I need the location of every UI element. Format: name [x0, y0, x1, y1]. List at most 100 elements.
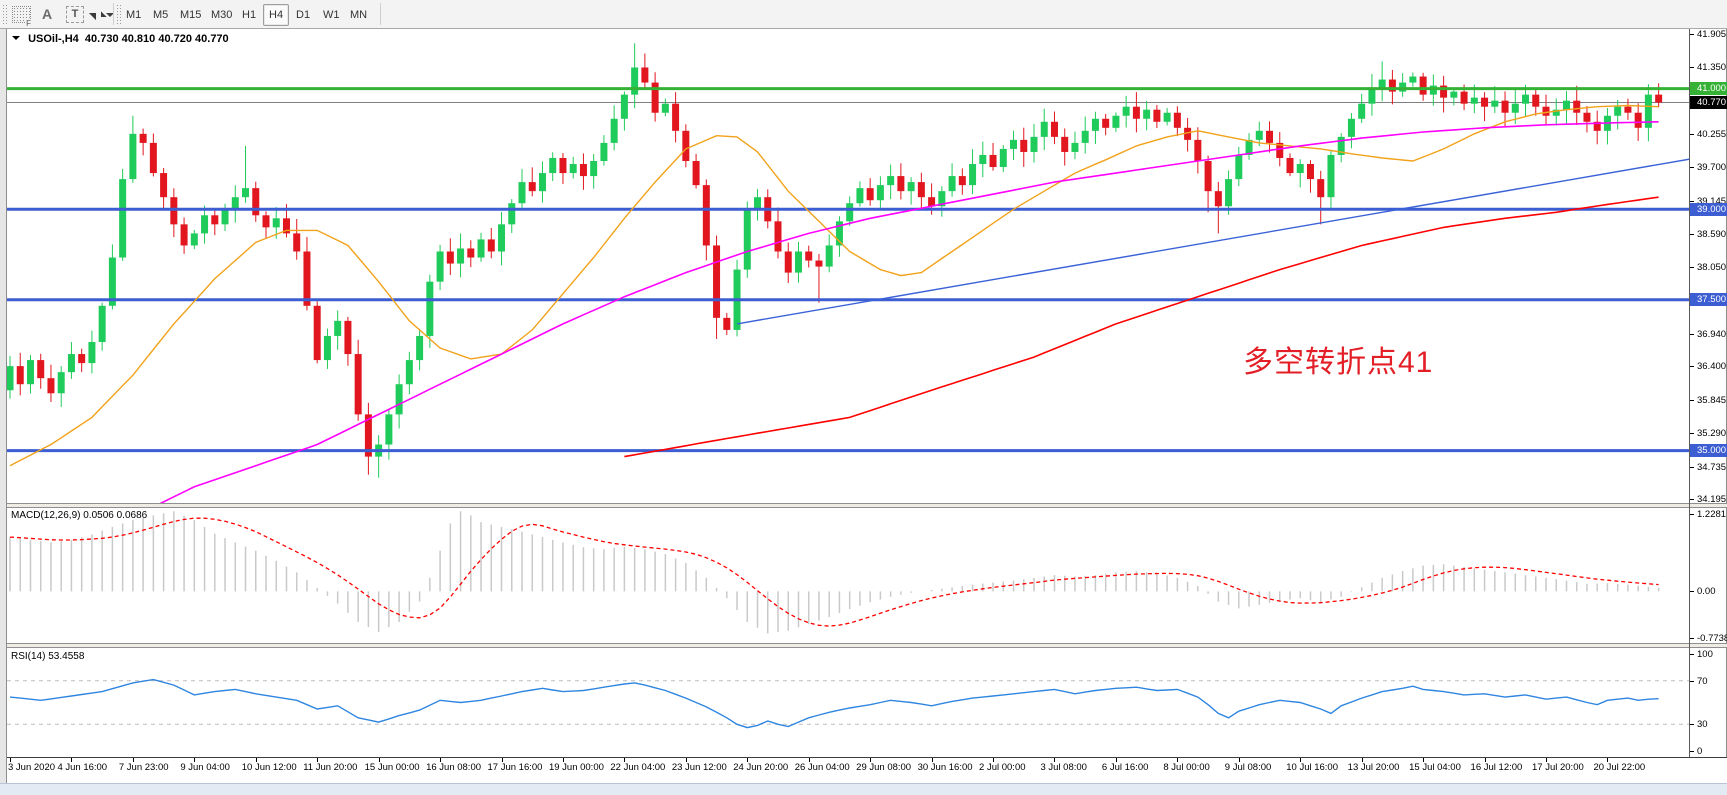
price-axis-border: [1689, 29, 1690, 757]
timeframe-button-D1[interactable]: D1: [296, 9, 311, 21]
time-tick: [1607, 758, 1609, 762]
timeframe-button-M15[interactable]: M15: [180, 9, 202, 21]
time-tick: [1423, 758, 1425, 762]
panel-separator-macd[interactable]: [7, 503, 1727, 508]
letter-a-icon: A: [42, 6, 53, 22]
rsi-scale-0: 0: [1697, 746, 1703, 757]
time-label: 23 Jun 12:00: [671, 762, 727, 773]
timeframe-button-W1[interactable]: W1: [323, 9, 340, 21]
time-tick: [747, 758, 749, 762]
price-tick-38.590: 38.590: [1697, 228, 1727, 240]
price-tick-37.500: 37.500: [1690, 293, 1727, 307]
time-label: 15 Jul 04:00: [1409, 762, 1461, 773]
toolbar-gripper[interactable]: [2, 4, 7, 24]
chart-ohlc-values: 40.730 40.810 40.720 40.770: [84, 33, 229, 45]
candles[interactable]: [7, 43, 1663, 478]
time-tick: [255, 758, 257, 762]
text-box-tool-button[interactable]: T: [66, 3, 84, 25]
text-box-icon: T: [66, 5, 84, 23]
time-tick: [1300, 758, 1302, 762]
time-label: 3 Jun 2020: [8, 762, 56, 773]
text-label-tool-button[interactable]: A: [42, 3, 52, 25]
ma-mid-magenta-line: [159, 121, 1659, 503]
price-tick-34.195: 34.195: [1697, 494, 1727, 506]
macd-panel[interactable]: [7, 508, 1689, 643]
rsi-panel[interactable]: [7, 648, 1689, 757]
price-tick-39.145: 39.145: [1697, 195, 1727, 207]
timeframe-button-H4[interactable]: H4: [263, 4, 290, 26]
chart-grid-tool-button[interactable]: F: [12, 3, 32, 28]
price-tick-39.000: 39.000: [1690, 202, 1727, 216]
price-tick-35.845: 35.845: [1697, 394, 1727, 406]
timeframe-button-M30[interactable]: M30: [211, 9, 233, 21]
timeframe-button-M5[interactable]: M5: [153, 9, 169, 21]
price-tick-39.700: 39.700: [1697, 162, 1727, 174]
axis-tick: [1690, 680, 1694, 682]
price-tick-40.255: 40.255: [1697, 128, 1727, 140]
time-label: 16 Jul 12:00: [1470, 762, 1523, 773]
time-label: 10 Jun 12:00: [241, 762, 297, 773]
price-tick-41.905: 41.905: [1697, 29, 1727, 40]
text-annotation[interactable]: 多空转折点41: [1243, 346, 1434, 379]
time-tick: [685, 758, 687, 762]
arrow-tools-button[interactable]: [90, 3, 114, 25]
macd-scale--0.7738: -0.7738: [1697, 633, 1727, 644]
time-tick: [194, 758, 196, 762]
chart-window: USOil-,H4 40.730 40.810 40.720 40.770 3 …: [0, 29, 1727, 795]
price-tick-34.735: 34.735: [1697, 461, 1727, 473]
axis-tick: [1690, 514, 1694, 515]
panel-separator-rsi[interactable]: [7, 643, 1727, 648]
time-tick: [10, 758, 11, 762]
axis-tick: [1690, 200, 1694, 202]
time-label: 22 Jun 04:00: [610, 762, 666, 773]
axis-tick: [1690, 233, 1694, 235]
price-tick-35.290: 35.290: [1697, 428, 1727, 440]
time-axis[interactable]: 3 Jun 2020 4 Jun 16:00 7 Jun 23:00 9 Jun 04…: [7, 758, 1727, 783]
axis-tick: [1690, 167, 1694, 169]
axis-tick: [1690, 433, 1694, 435]
macd-scale-0.00: 0.00: [1697, 586, 1716, 598]
timeframe-button-H1[interactable]: H1: [242, 9, 257, 21]
price-tick-41.000: 41.000: [1690, 82, 1727, 96]
time-tick: [1546, 758, 1547, 762]
time-tick: [624, 758, 626, 762]
time-label: 9 Jun 04:00: [180, 762, 230, 773]
time-label: 26 Jun 04:00: [794, 762, 850, 773]
time-tick: [1361, 758, 1363, 762]
macd-scale-1.2281: 1.2281: [1697, 509, 1727, 520]
time-axis-border: [7, 757, 1727, 758]
axis-tick: [1690, 34, 1694, 35]
axis-tick: [1690, 751, 1694, 752]
time-label: 24 Jun 20:00: [733, 762, 789, 773]
axis-tick: [1690, 133, 1694, 135]
time-tick: [1115, 758, 1117, 762]
time-label: 6 Jul 16:00: [1101, 762, 1149, 773]
chart-title[interactable]: USOil-,H4 40.730 40.810 40.720 40.770: [12, 33, 229, 45]
time-label: 7 Jun 23:00: [118, 762, 169, 773]
time-label: 9 Jul 08:00: [1224, 762, 1272, 773]
timeframe-button-M1[interactable]: M1: [126, 9, 142, 21]
time-tick: [378, 758, 380, 762]
time-tick: [562, 758, 564, 762]
time-label: 11 Jun 20:00: [303, 762, 358, 773]
rsi-scale-100: 100: [1697, 649, 1713, 660]
price-axis[interactable]: 41.905 41.350 41.000 40.770 40.255 39.700 39.1…: [1690, 29, 1727, 757]
rsi-scale-70: 70: [1697, 675, 1708, 687]
time-label: 17 Jun 16:00: [487, 762, 543, 773]
chevron-down-icon: [106, 13, 114, 21]
window-bottom-edge: [0, 783, 1727, 795]
price-tick-36.940: 36.940: [1697, 328, 1727, 340]
axis-tick: [1690, 266, 1694, 268]
main-price-chart[interactable]: [7, 29, 1689, 503]
rsi-line: [9, 678, 1659, 729]
time-tick: [1054, 758, 1056, 762]
time-tick: [132, 758, 134, 762]
timeframe-gripper[interactable]: [116, 4, 121, 24]
dotted-grid-icon: F: [12, 5, 32, 28]
axis-tick: [1690, 333, 1694, 335]
axis-tick: [1690, 638, 1694, 639]
axis-tick: [1690, 466, 1694, 468]
timeframe-button-MN[interactable]: MN: [350, 9, 368, 21]
time-tick: [870, 758, 872, 762]
time-label: 3 Jul 08:00: [1040, 762, 1087, 773]
